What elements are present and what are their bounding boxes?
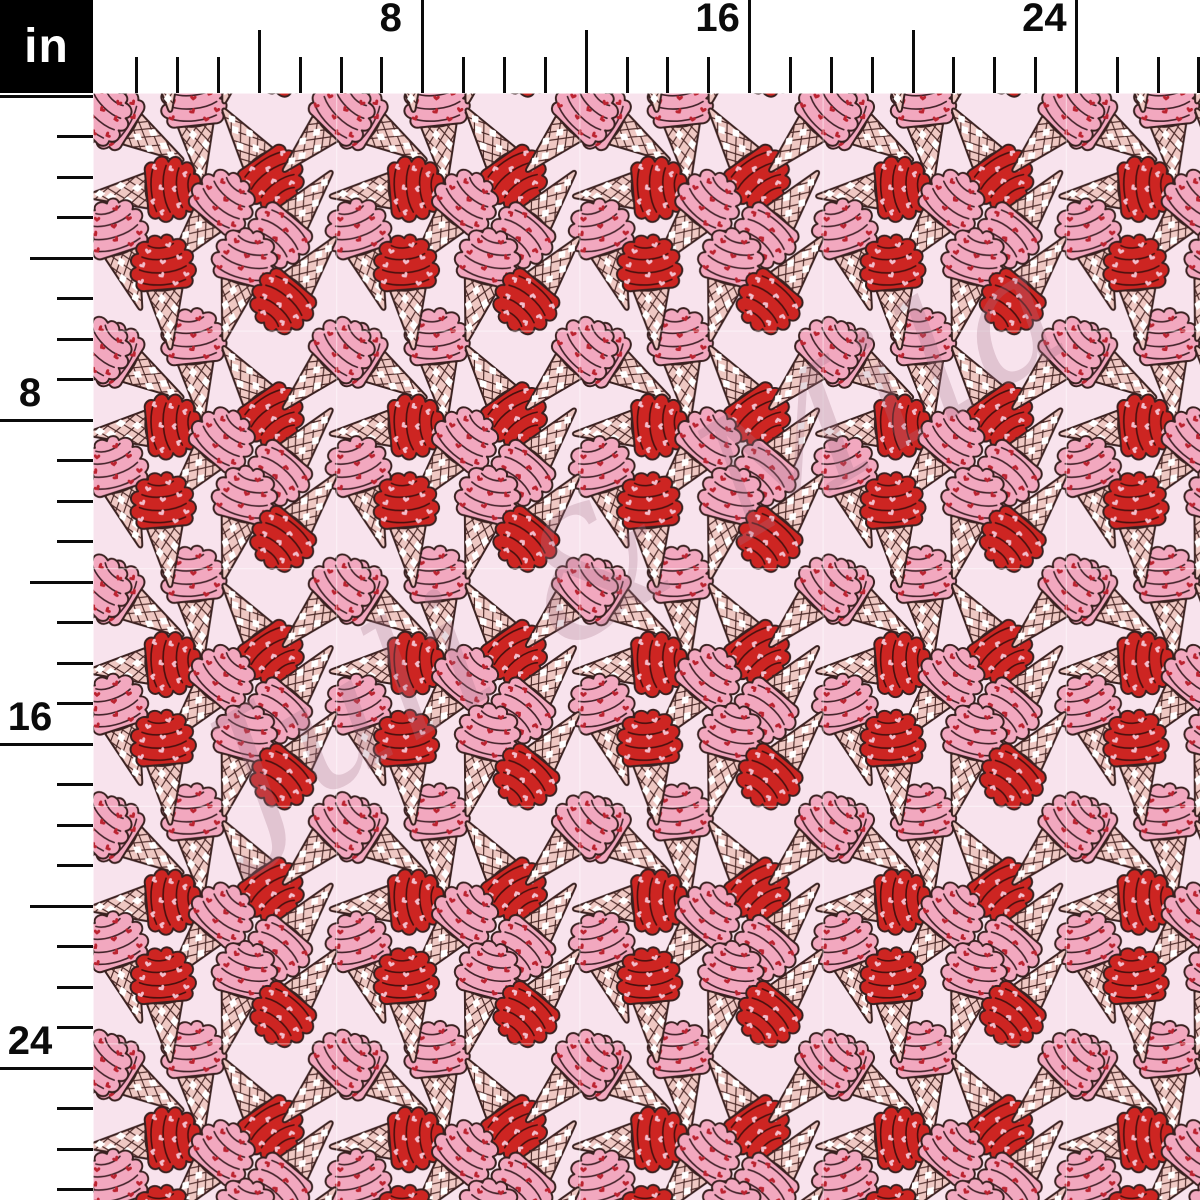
ruler-tick — [57, 297, 93, 300]
ruler-tick — [57, 337, 93, 341]
ruler-tick — [584, 30, 588, 93]
ruler-label: 24 — [7, 1019, 53, 1063]
ruler-tick — [57, 499, 93, 503]
ruler-tick — [993, 57, 997, 93]
ruler-tick — [1074, 0, 1078, 93]
ruler-tick — [0, 742, 93, 746]
ruler-tick — [57, 1107, 93, 1110]
ruler-label: 16 — [695, 0, 740, 40]
ruler-tick — [57, 823, 93, 827]
ruler-tick — [0, 418, 93, 422]
ruler-tick — [339, 57, 343, 93]
ruler-tick — [57, 661, 93, 665]
ruler-tick — [57, 459, 93, 462]
ruler-tick — [1197, 57, 1200, 93]
ruler-label: 16 — [7, 695, 53, 739]
unit-label: in — [24, 19, 69, 73]
ruler-tick — [176, 57, 180, 93]
ruler-tick — [748, 0, 752, 93]
ruler-tick — [952, 57, 956, 93]
ruler-tick — [57, 1188, 93, 1191]
ruler-tick — [57, 621, 93, 624]
ruler-left: 8 16 24 — [0, 93, 93, 1200]
ruler-tick — [788, 57, 792, 93]
ruler-tick — [257, 30, 261, 93]
ruler-tick — [30, 580, 93, 584]
unit-box: in — [0, 0, 93, 93]
pattern-area: Juli & Mila — [93, 93, 1200, 1200]
ruler-tick — [1034, 57, 1038, 93]
ruler-tick — [57, 175, 93, 179]
ruler-tick — [1156, 57, 1160, 93]
ruler-tick — [0, 1066, 93, 1070]
ruler-tick — [380, 57, 384, 93]
ruler-tick — [421, 0, 425, 93]
ruler-tick — [0, 94, 93, 98]
ruler-tick — [217, 57, 221, 93]
ruler-top: 8 16 24 — [93, 0, 1200, 93]
ruler-tick — [57, 945, 93, 948]
ruler-tick — [57, 1147, 93, 1151]
pattern-swatch — [93, 93, 1200, 1200]
ruler-label: 8 — [379, 0, 402, 40]
ruler-tick — [57, 135, 93, 138]
ruler-tick — [503, 57, 506, 93]
ruler-tick — [829, 57, 833, 93]
ruler-tick — [30, 256, 93, 260]
ruler-tick — [57, 1026, 93, 1029]
ruler-tick — [666, 57, 670, 93]
ruler-tick — [911, 30, 915, 93]
ruler-tick — [57, 864, 93, 867]
ruler-tick — [57, 702, 93, 705]
ruler-tick — [707, 57, 711, 93]
ruler-tick — [57, 378, 93, 381]
pattern-fill — [93, 93, 1200, 1200]
ruler-tick — [30, 904, 93, 908]
ruler-tick — [543, 57, 547, 93]
ruler-tick — [625, 57, 629, 93]
ruler-tick — [462, 57, 466, 93]
ruler-tick — [57, 985, 93, 989]
ruler-label: 24 — [1022, 0, 1067, 40]
ruler-tick — [57, 216, 93, 219]
ruler-tick — [135, 57, 139, 93]
ruler-label: 8 — [18, 371, 42, 415]
ruler-tick — [57, 783, 93, 786]
ruler-tick — [870, 57, 874, 93]
ruler-tick — [298, 57, 302, 93]
ruler-tick — [57, 540, 93, 543]
ruler-tick — [1115, 57, 1119, 93]
